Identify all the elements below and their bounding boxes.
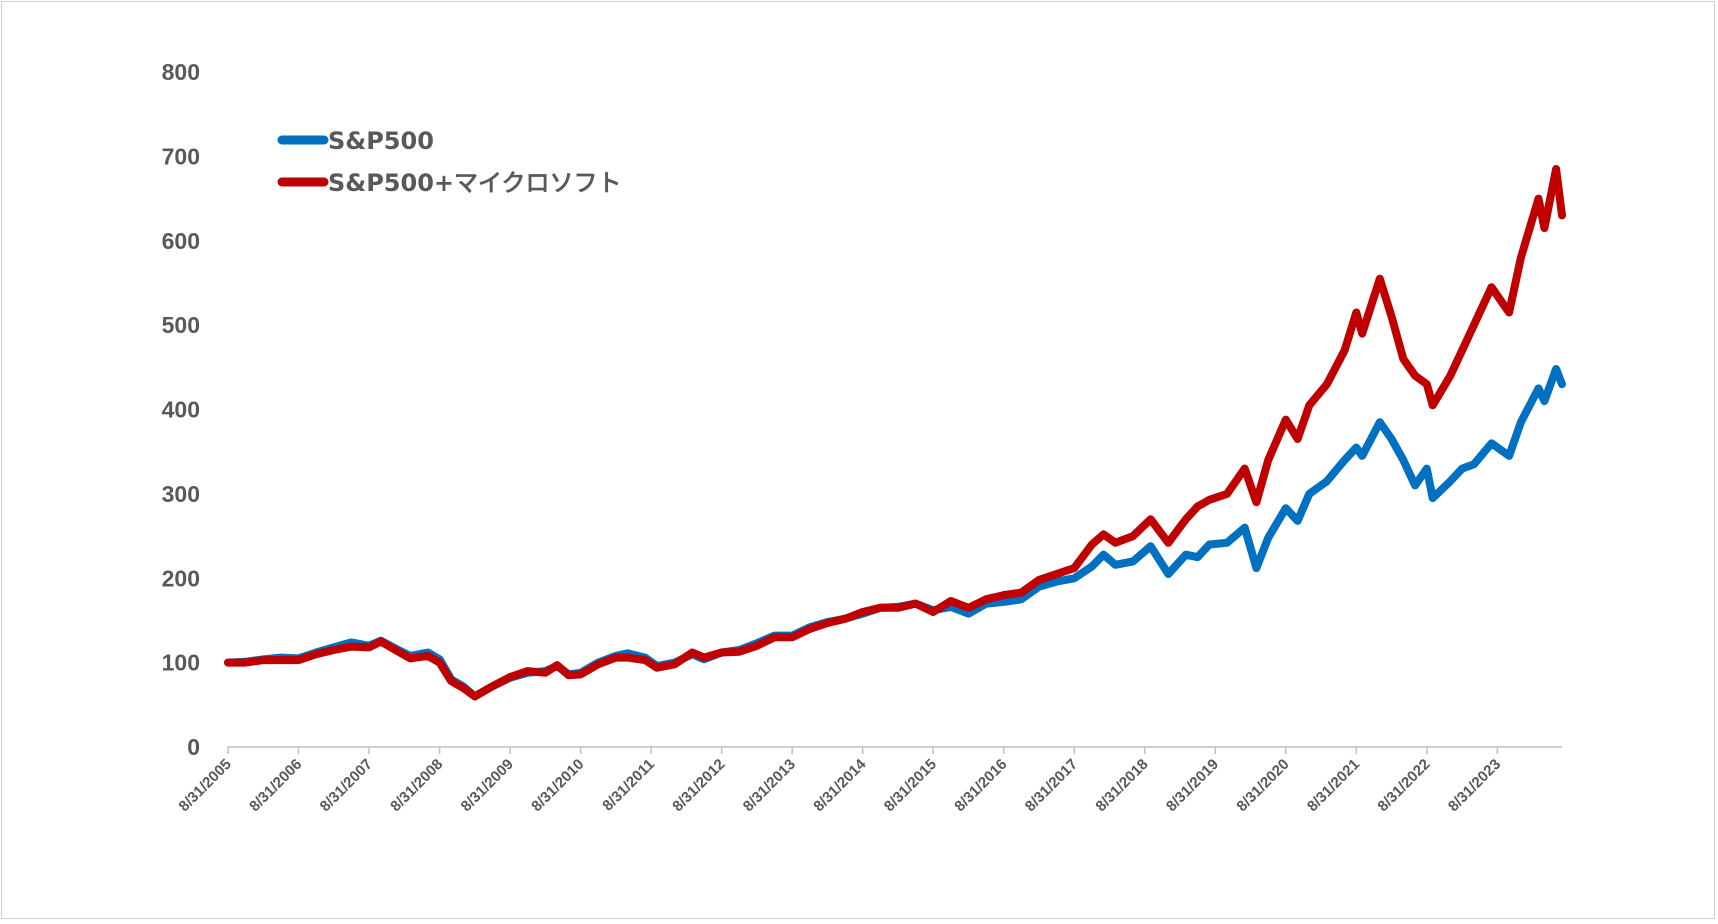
x-tick-label: 8/31/2014: [810, 755, 870, 815]
y-tick-label: 200: [162, 565, 200, 591]
x-tick-label: 8/31/2011: [599, 756, 658, 815]
x-tick-label: 8/31/2022: [1374, 756, 1433, 815]
x-tick-label: 8/31/2013: [740, 756, 799, 815]
x-tick-label: 8/31/2012: [669, 756, 728, 815]
x-tick-label: 8/31/2008: [387, 756, 446, 815]
x-tick-label: 8/31/2017: [1022, 756, 1081, 815]
x-tick-label: 8/31/2010: [528, 756, 587, 815]
y-tick-label: 600: [162, 228, 200, 254]
legend-label-sp500: S&P500: [328, 127, 434, 155]
x-tick-label: 8/31/2020: [1233, 756, 1292, 815]
x-tick-label: 8/31/2021: [1304, 756, 1363, 815]
y-tick-label: 400: [162, 397, 200, 423]
series-line-sp500-msft: [224, 165, 1566, 701]
x-tick-label: 8/31/2016: [951, 756, 1010, 815]
series-lines: [224, 165, 1566, 701]
y-tick-label: 500: [162, 312, 200, 338]
x-axis: 8/31/2005 8/31/2006 8/31/2007 8/31/2008 8/31…: [176, 746, 1562, 815]
y-tick-label: 0: [187, 734, 200, 760]
legend-label-sp500-msft: S&P500+マイクロソフト: [328, 169, 622, 197]
series-line-sp500: [224, 365, 1566, 701]
x-tick-label: 8/31/2006: [246, 756, 305, 815]
y-tick-label: 300: [162, 481, 200, 507]
x-tick-label: 8/31/2019: [1163, 756, 1222, 815]
y-tick-label: 800: [162, 59, 200, 85]
legend: S&P500 S&P500+マイクロソフト: [277, 127, 622, 197]
y-tick-label: 100: [162, 650, 200, 676]
y-tick-label: 700: [162, 143, 200, 169]
y-axis: 0 100 200 300 400 500 600 700 800: [162, 59, 200, 760]
x-tick-label: 8/31/2018: [1092, 756, 1151, 815]
x-tick-label: 8/31/2023: [1445, 756, 1504, 815]
x-tick-label: 8/31/2009: [458, 756, 517, 815]
x-tick-label: 8/31/2005: [176, 756, 235, 815]
x-tick-label: 8/31/2015: [881, 756, 940, 815]
x-tick-label: 8/31/2007: [317, 756, 376, 815]
